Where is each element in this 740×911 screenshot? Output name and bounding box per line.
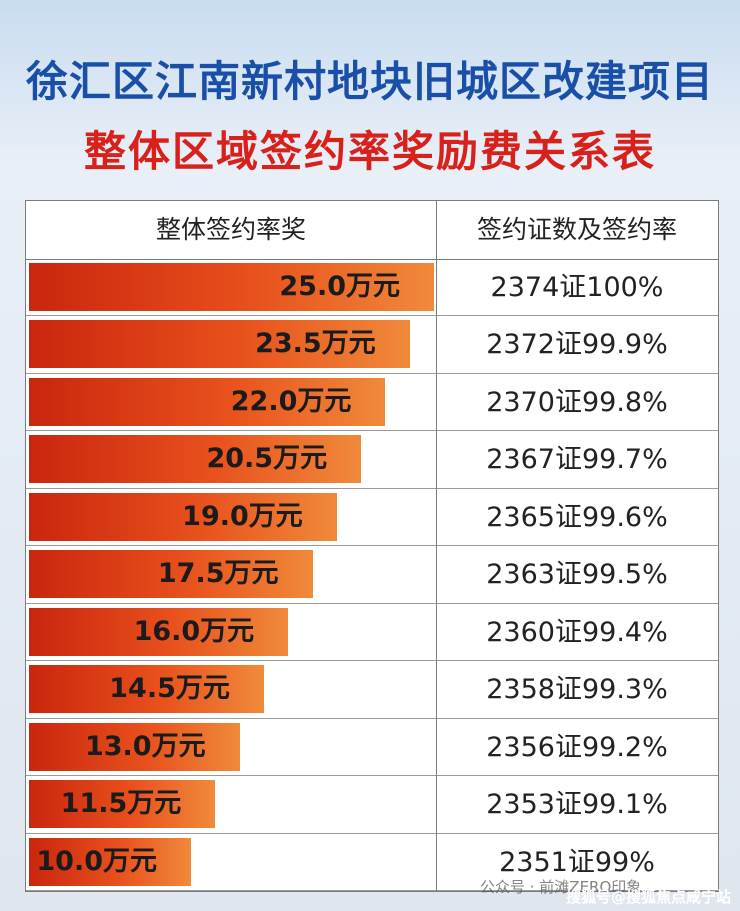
table-row: 16.0万元 2360证99.4%: [26, 604, 718, 662]
count-rate: 2372证99.9%: [486, 329, 668, 361]
reward-bar: 10.0万元: [29, 837, 191, 886]
reward-label: 10.0万元: [36, 845, 157, 877]
reward-bar: 17.5万元: [29, 550, 313, 599]
table-row: 22.0万元 2370证99.8%: [26, 374, 718, 432]
table-row: 20.5万元 2367证99.7%: [26, 431, 718, 489]
title: 徐汇区江南新村地块旧城区改建项目: [25, 57, 714, 106]
count-rate: 2356证99.2%: [486, 731, 668, 763]
divider: [436, 201, 437, 891]
table: 整体签约率奖 签约证数及签约率 25.0万元 2374证100% 23.5万元 237…: [25, 200, 719, 892]
reward-label: 11.5万元: [60, 788, 182, 820]
count-rate: 2353证99.1%: [486, 789, 668, 821]
reward-label: 14.5万元: [109, 673, 230, 705]
reward-label: 25.0万元: [279, 271, 400, 302]
count-rate: 2351证99%: [499, 846, 655, 878]
reward-label: 19.0万元: [182, 500, 303, 532]
count-rate: 2367证99.7%: [486, 444, 668, 476]
column-header: 签约证数及签约率: [436, 201, 718, 260]
reward-bar: 20.5万元: [29, 435, 362, 484]
count-rate: 2363证99.5%: [486, 559, 668, 591]
reward-bar: 11.5万元: [29, 780, 216, 829]
count-rate: 2370证99.8%: [486, 386, 668, 418]
table-row: 17.5万元 2363证99.5%: [26, 546, 718, 604]
watermark: 公众号 · 前滩ZERO印象: [480, 878, 642, 896]
table-row: 11.5万元 2353证99.1%: [26, 776, 718, 834]
reward-bar: 14.5万元: [29, 665, 264, 714]
table-row: 19.0万元 2365证99.6%: [26, 489, 718, 547]
table-row: 25.0万元 2374证100%: [26, 259, 718, 317]
reward-label: 16.0万元: [133, 615, 255, 647]
reward-bar: 16.0万元: [29, 607, 289, 656]
table-row: 10.0万元 2351证99%: [26, 834, 718, 891]
reward-bar: 23.5万元: [29, 320, 410, 369]
count-rate: 2358证99.3%: [486, 674, 668, 706]
reward-label: 23.5万元: [255, 328, 376, 360]
table-row: 13.0万元 2356证99.2%: [26, 719, 718, 777]
reward-bar: 13.0万元: [29, 722, 240, 771]
table-row: 14.5万元 2358证99.3%: [26, 661, 718, 719]
reward-bar: 19.0万元: [29, 492, 337, 541]
table-row: 23.5万元 2372证99.9%: [26, 316, 718, 374]
column-header: 整体签约率奖: [26, 201, 436, 260]
reward-label: 20.5万元: [206, 443, 328, 475]
reward-label: 22.0万元: [230, 385, 352, 417]
count-rate: 2374证100%: [490, 272, 664, 303]
reward-label: 17.5万元: [157, 558, 279, 590]
reward-label: 13.0万元: [84, 730, 206, 762]
count-rate: 2365证99.6%: [486, 501, 668, 533]
subtitle: 整体区域签约率奖励费关系表: [83, 127, 656, 176]
count-rate: 2360证99.4%: [486, 616, 668, 648]
reward-bar: 22.0万元: [29, 377, 386, 426]
reward-bar: 25.0万元: [29, 263, 434, 311]
watermark: 搜狐号@搜狐焦点咸宁站: [566, 888, 732, 906]
